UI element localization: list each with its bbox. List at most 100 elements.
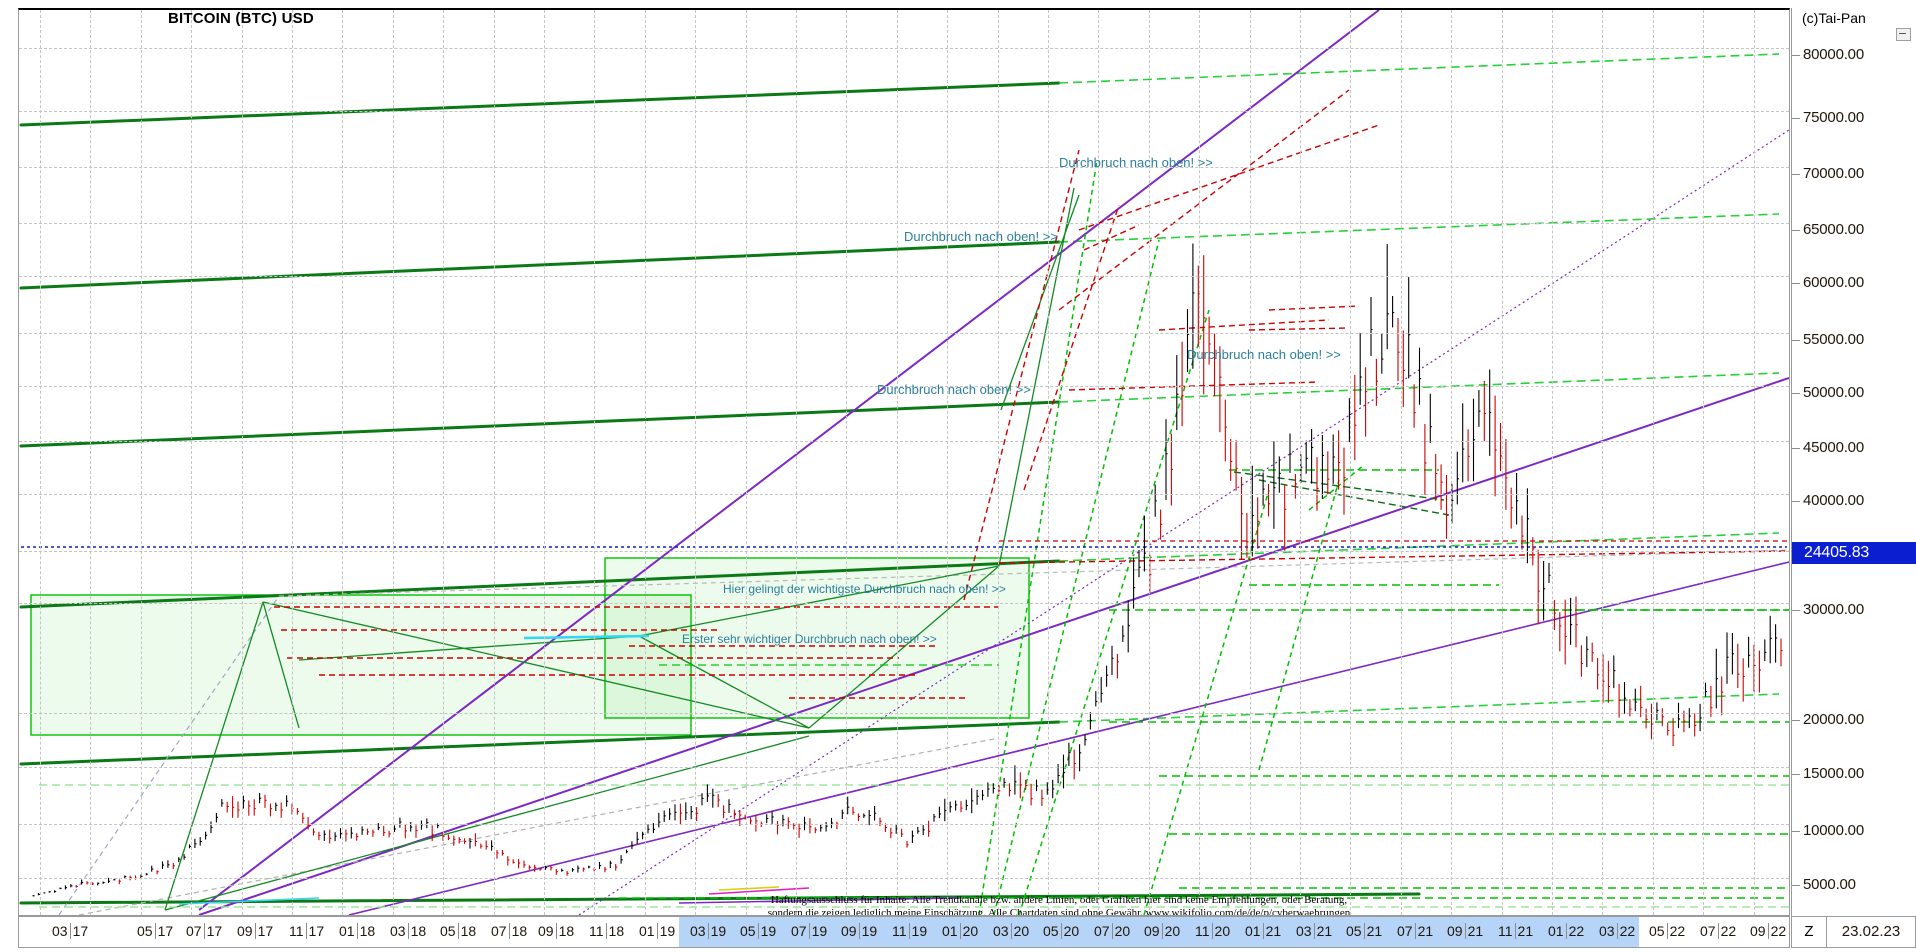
price-tick-mark [1792,720,1800,721]
date-axis-label: 03 22 [1599,923,1635,939]
date-year: 18 [356,923,375,939]
date-axis-label: 01 18 [339,923,375,939]
date-year: 19 [707,923,726,939]
date-month: 03 [1599,923,1615,939]
price-axis-tick: 70000.00 [1792,165,1916,182]
gridline-vertical [1552,10,1553,915]
gridline-horizontal [19,333,1789,334]
date-axis-label: 11 17 [289,923,324,939]
date-year: 17 [203,923,222,939]
gridline-vertical [796,10,797,915]
gridline-vertical [1250,10,1251,915]
price-axis-tick: 10000.00 [1792,822,1916,839]
gridline-vertical [1653,10,1654,915]
price-axis[interactable]: (c)Tai-Pan 80000.00 75000.00 70000.00 65000… [1791,8,1916,916]
chart-plot-area[interactable]: Durchbruch nach oben! >> Durchbruch nach … [18,8,1790,916]
gridline-vertical [1703,10,1704,915]
current-price-badge: 24405.83 [1792,542,1916,564]
date-year: 20 [1211,923,1230,939]
gridline-horizontal [19,111,1789,112]
zoom-button[interactable]: Z [1791,916,1827,948]
misc-colored-segments [678,886,960,904]
current-date-field[interactable]: 23.02.23 [1827,916,1916,948]
price-tick-mark [1792,501,1800,502]
gridline-vertical [342,10,343,915]
date-axis-label: 09 17 [237,923,273,939]
date-axis-label: 05 20 [1043,923,1079,939]
chart-annotation-label: Durchbruch nach oben! >> [877,382,1031,397]
gridline-vertical [242,10,243,915]
gridline-vertical [141,10,142,915]
date-axis-label: 07 19 [791,923,827,939]
gridline-vertical [90,10,91,915]
date-month: 09 [841,923,857,939]
grey-guide-lines [58,549,1789,915]
gridline-vertical [191,10,192,915]
date-year: 20 [1010,923,1029,939]
date-axis-selection[interactable] [679,917,1639,947]
date-year: 21 [1514,923,1533,939]
date-month: 09 [237,923,253,939]
gridline-horizontal [19,276,1789,277]
gridline-vertical [1401,10,1402,915]
date-axis-label: 05 21 [1346,923,1382,939]
date-month: 07 [186,923,202,939]
date-year: 18 [508,923,527,939]
date-year: 22 [1565,923,1584,939]
date-year: 21 [1414,923,1433,939]
gridline-vertical [1451,10,1452,915]
date-axis-label: 01 19 [639,923,675,939]
date-month: 11 [892,923,907,939]
light-green-dashed-channels [1058,53,1780,723]
date-month: 05 [1043,923,1059,939]
gridline-vertical [1602,10,1603,915]
date-year: 19 [808,923,827,939]
gridline-vertical [40,10,41,915]
date-axis-label: 05 18 [440,923,476,939]
date-month: 09 [1144,923,1160,939]
date-axis-label: 01 21 [1245,923,1281,939]
gridline-vertical [1149,10,1150,915]
date-year: 22 [1666,923,1685,939]
date-year: 17 [305,923,324,939]
date-month: 01 [1245,923,1261,939]
price-tick-label: 20000.00 [1803,711,1864,728]
gridline-vertical [1502,10,1503,915]
price-axis-tick: 55000.00 [1792,331,1916,348]
date-month: 03 [390,923,406,939]
minimize-icon[interactable] [1896,28,1911,41]
date-month: 07 [491,923,507,939]
date-axis-label: 07 18 [491,923,527,939]
gridline-vertical [998,10,999,915]
gridline-horizontal [19,603,1789,604]
date-month: 07 [1397,923,1413,939]
date-year: 18 [407,923,426,939]
price-tick-label: 60000.00 [1803,274,1864,291]
date-year: 17 [69,923,88,939]
date-axis-label: 03 19 [690,923,726,939]
date-month: 11 [1498,923,1513,939]
gridline-horizontal [19,167,1789,168]
price-axis-tick: 30000.00 [1792,601,1916,618]
price-axis-tick: 65000.00 [1792,221,1916,238]
price-bars [32,243,1783,897]
date-month: 01 [339,923,355,939]
disclaimer-text: Haftungsausschluss für Inhalte: Alle Tre… [709,894,1409,915]
date-month: 09 [1750,923,1766,939]
price-axis-tick: 15000.00 [1792,765,1916,782]
date-axis-label: 03 20 [993,923,1029,939]
date-year: 21 [1464,923,1483,939]
date-month: 09 [538,923,554,939]
price-tick-mark [1792,118,1800,119]
date-month: 01 [639,923,655,939]
date-axis[interactable]: 03 17 05 17 07 17 09 17 11 17 01 18 03 18 05 18 07 18 09 18… [18,916,1887,948]
green-horizontal-supports [619,469,1789,899]
chart-annotation-label: Hier gelingt der wichtigste Durchbruch n… [723,582,1006,596]
gridline-vertical [594,10,595,915]
date-axis-label: 03 18 [390,923,426,939]
gridline-horizontal [19,386,1789,387]
chart-annotation-label: Durchbruch nach oben! >> [1059,155,1213,170]
date-month: 07 [1094,923,1110,939]
date-axis-label: 09 19 [841,923,877,939]
date-axis-label: 11 20 [1195,923,1230,939]
